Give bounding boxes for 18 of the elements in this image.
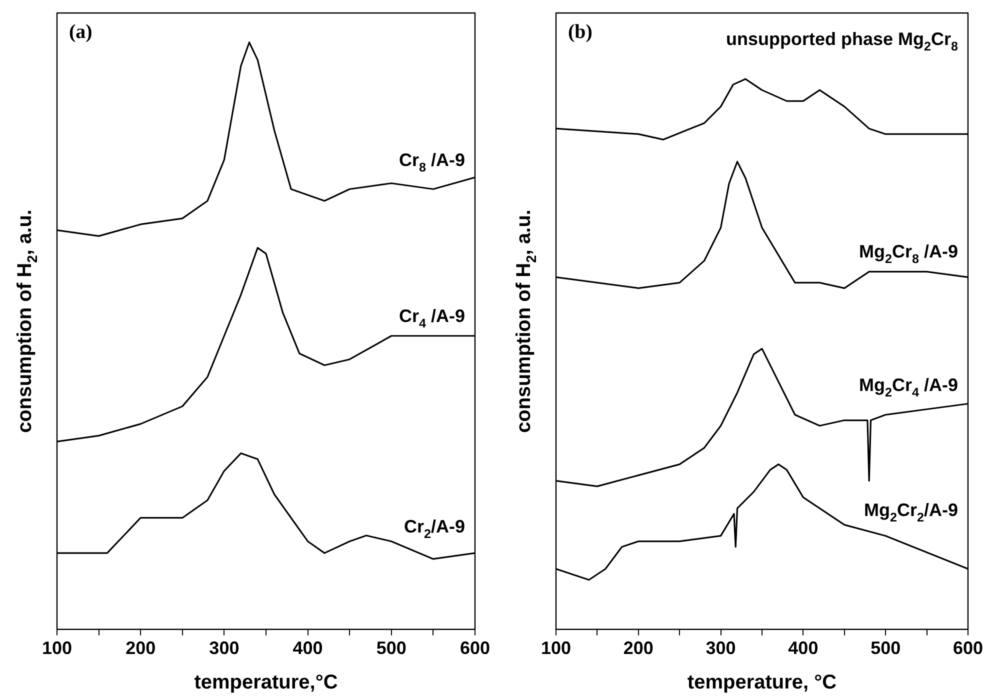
x-tick-label: 200 (126, 638, 156, 658)
x-tick-label: 400 (292, 638, 323, 658)
y-axis-title: consumption of H2, a.u. (14, 210, 40, 433)
x-tick-label: 600 (460, 638, 490, 658)
x-tick-label: 100 (540, 638, 572, 658)
x-axis-title: temperature,°C (194, 672, 338, 694)
x-tick-label: 300 (209, 638, 240, 658)
y-axis-title: consumption of H2, a.u. (513, 210, 539, 433)
x-tick-label: 500 (870, 638, 901, 658)
x-tick-label: 300 (706, 638, 736, 658)
x-tick-label: 100 (42, 638, 72, 658)
x-tick-label: 200 (623, 638, 654, 658)
chart-title: (b) (568, 21, 592, 44)
x-tick-label: 400 (788, 638, 818, 658)
x-tick-label: 600 (952, 638, 984, 658)
x-tick-label: 500 (376, 638, 406, 658)
chart-title: (a) (69, 21, 92, 44)
x-axis-title: temperature, °C (687, 672, 837, 694)
